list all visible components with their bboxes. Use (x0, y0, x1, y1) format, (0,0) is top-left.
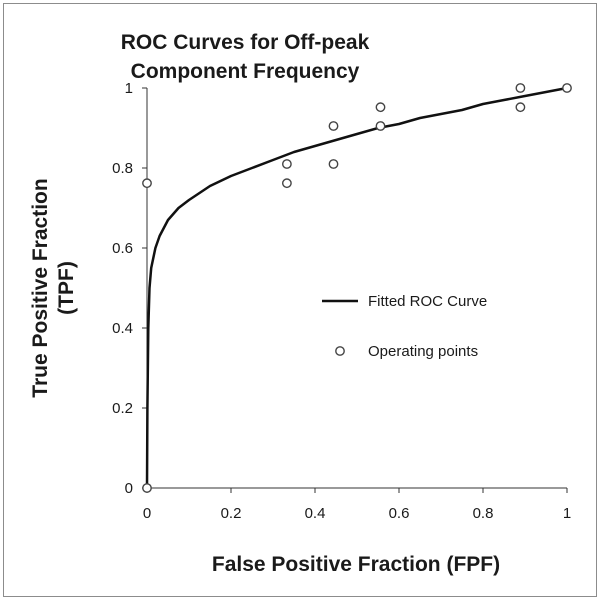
operating-point (328, 159, 339, 169)
x-tick-label: 0.8 (473, 505, 494, 522)
operating-point (375, 102, 386, 113)
operating-point (281, 178, 292, 189)
fitted-curve-layer (145, 86, 568, 489)
legend: Fitted ROC Curve Operating points (322, 293, 487, 360)
operating-point (515, 83, 526, 93)
legend-label-fitted-curve: Fitted ROC Curve (368, 293, 487, 310)
y-axis-label-line-2: (TPF) (55, 261, 78, 315)
operating-point (562, 83, 572, 93)
y-axis-label-line-1: True Positive Fraction (29, 178, 52, 397)
y-tick-label: 0.8 (112, 160, 133, 177)
operating-point (142, 178, 152, 189)
x-tick-label: 0 (143, 505, 151, 522)
chart-title-line-2: Component Frequency (131, 60, 360, 83)
x-tick-label: 0.6 (389, 505, 410, 522)
x-axis-label: False Positive Fraction (FPF) (212, 553, 500, 576)
operating-point (328, 121, 339, 131)
y-tick-labels: 0 0.2 0.4 0.6 0.8 1 (112, 80, 133, 497)
y-tick-label: 0.4 (112, 320, 133, 337)
y-tick-label: 0.6 (112, 240, 133, 257)
x-tick-label: 0.4 (305, 505, 326, 522)
axes (142, 87, 568, 493)
y-tick-label: 0 (125, 480, 133, 497)
x-tick-labels: 0 0.2 0.4 0.6 0.8 1 (143, 505, 571, 522)
x-tick-label: 1 (563, 505, 571, 522)
fitted-roc-curve (145, 86, 568, 489)
operating-point (142, 483, 152, 493)
legend-label-operating-points: Operating points (368, 343, 478, 360)
chart-title-line-1: ROC Curves for Off-peak (121, 31, 370, 54)
operating-points-layer (142, 83, 572, 493)
y-tick-label: 1 (125, 80, 133, 97)
x-tick-label: 0.2 (221, 505, 242, 522)
legend-point-swatch (335, 346, 345, 356)
y-tick-label: 0.2 (112, 400, 133, 417)
operating-point (515, 102, 526, 113)
operating-point (375, 121, 386, 131)
operating-point (281, 159, 292, 169)
